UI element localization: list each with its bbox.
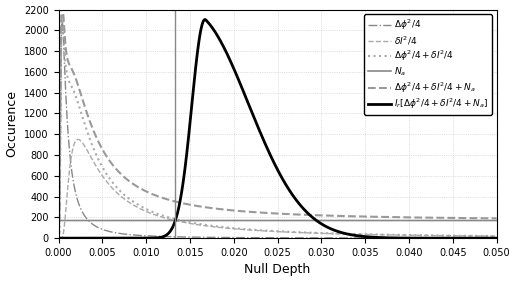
- $\Delta\phi^2/4 + \delta I^2/4$: [270, 229, 276, 233]
- Line: $\delta I^2/4$: $\delta I^2/4$: [59, 139, 496, 238]
- $\Delta\phi^2/4$: [471, 236, 477, 240]
- $I_r[\Delta\phi^2/4 + \delta I^2/4 + N_a]$: [74, 237, 80, 240]
- $N_a$: [82, 219, 88, 222]
- $\Delta\phi^2/4 + \delta I^2/4$: [74, 98, 80, 101]
- $\Delta\phi^2/4$: [57, 91, 63, 94]
- $N_a$: [56, 219, 62, 222]
- $N_a$: [141, 219, 148, 222]
- $\delta I^2/4$: [270, 230, 276, 233]
- $\Delta\phi^2/4 + \delta I^2/4 + N_a$: [471, 217, 477, 220]
- $\Delta\phi^2/4$: [82, 214, 88, 218]
- $N_a$: [493, 219, 499, 222]
- $\Delta\phi^2/4$: [59, 18, 65, 22]
- Line: $I_r[\Delta\phi^2/4 + \delta I^2/4 + N_a]$: $I_r[\Delta\phi^2/4 + \delta I^2/4 + N_a…: [59, 19, 496, 238]
- $\Delta\phi^2/4 + \delta I^2/4 + N_a$: [57, 73, 63, 76]
- $\Delta\phi^2/4 + \delta I^2/4$: [141, 206, 148, 210]
- $\Delta\phi^2/4 + \delta I^2/4$: [57, 91, 63, 94]
- $\delta I^2/4$: [493, 234, 499, 238]
- $\delta I^2/4$: [75, 138, 81, 141]
- $\Delta\phi^2/4$: [270, 236, 276, 239]
- Line: $\Delta\phi^2/4 + \delta I^2/4$: $\Delta\phi^2/4 + \delta I^2/4$: [59, 19, 496, 238]
- Line: $\Delta\phi^2/4 + \delta I^2/4 + N_a$: $\Delta\phi^2/4 + \delta I^2/4 + N_a$: [59, 2, 496, 221]
- $I_r[\Delta\phi^2/4 + \delta I^2/4 + N_a]$: [141, 237, 148, 240]
- $\Delta\phi^2/4 + \delta I^2/4$: [493, 234, 499, 238]
- $I_r[\Delta\phi^2/4 + \delta I^2/4 + N_a]$: [56, 237, 62, 240]
- $\Delta\phi^2/4 + \delta I^2/4$: [59, 18, 65, 21]
- $\Delta\phi^2/4 + \delta I^2/4$: [82, 123, 88, 126]
- $\Delta\phi^2/4 + \delta I^2/4$: [471, 234, 477, 237]
- $I_r[\Delta\phi^2/4 + \delta I^2/4 + N_a]$: [471, 237, 477, 240]
- Legend: $\Delta\phi^2/4$, $\delta I^2/4$, $\Delta\phi^2/4 + \delta I^2/4$, $N_a$, $\Delt: $\Delta\phi^2/4$, $\delta I^2/4$, $\Delt…: [364, 14, 492, 115]
- $\Delta\phi^2/4 + \delta I^2/4 + N_a$: [59, 0, 65, 3]
- $I_r[\Delta\phi^2/4 + \delta I^2/4 + N_a]$: [82, 237, 88, 240]
- $\Delta\phi^2/4 + \delta I^2/4 + N_a$: [270, 212, 276, 215]
- $N_a$: [57, 219, 63, 222]
- $\Delta\phi^2/4 + \delta I^2/4 + N_a$: [141, 189, 148, 192]
- $I_r[\Delta\phi^2/4 + \delta I^2/4 + N_a]$: [493, 237, 499, 240]
- $I_r[\Delta\phi^2/4 + \delta I^2/4 + N_a]$: [270, 158, 276, 162]
- $\delta I^2/4$: [141, 209, 148, 212]
- $\delta I^2/4$: [57, 237, 63, 240]
- $N_a$: [74, 219, 80, 222]
- $\Delta\phi^2/4 + \delta I^2/4 + N_a$: [74, 80, 80, 83]
- $\Delta\phi^2/4$: [141, 234, 148, 237]
- $\delta I^2/4$: [56, 237, 62, 240]
- $\delta I^2/4$: [82, 145, 88, 148]
- $I_r[\Delta\phi^2/4 + \delta I^2/4 + N_a]$: [202, 18, 208, 21]
- $\Delta\phi^2/4 + \delta I^2/4 + N_a$: [82, 105, 88, 108]
- $\delta I^2/4$: [471, 234, 477, 238]
- Y-axis label: Occurence: Occurence: [6, 90, 19, 157]
- $\Delta\phi^2/4$: [74, 196, 80, 199]
- $N_a$: [270, 219, 276, 222]
- $N_a$: [470, 219, 476, 222]
- $\Delta\phi^2/4 + \delta I^2/4 + N_a$: [493, 217, 499, 220]
- $I_r[\Delta\phi^2/4 + \delta I^2/4 + N_a]$: [57, 237, 63, 240]
- $\Delta\phi^2/4 + \delta I^2/4 + N_a$: [56, 219, 62, 222]
- $\delta I^2/4$: [74, 138, 80, 142]
- $\Delta\phi^2/4$: [493, 236, 499, 240]
- Line: $\Delta\phi^2/4$: $\Delta\phi^2/4$: [59, 20, 496, 238]
- $\Delta\phi^2/4$: [56, 237, 62, 240]
- X-axis label: Null Depth: Null Depth: [245, 263, 311, 276]
- $\Delta\phi^2/4 + \delta I^2/4$: [56, 237, 62, 240]
